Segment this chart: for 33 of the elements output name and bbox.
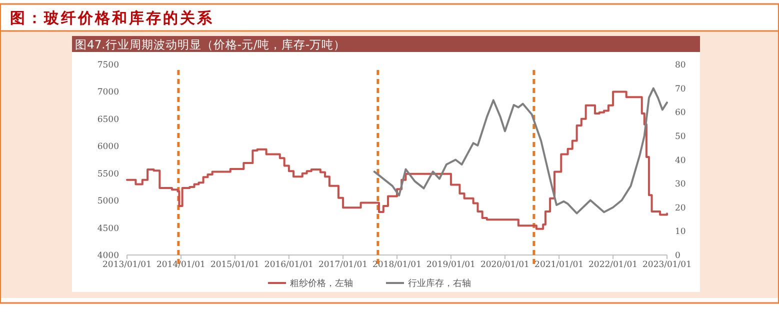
y2-tick-label: 80: [675, 60, 686, 70]
chart-subtitle: 图47.行业周期波动明显（价格-元/吨，库存-万吨）: [75, 38, 346, 52]
legend-label: 行业库存，右轴: [408, 278, 471, 289]
legend-label: 粗纱价格，左轴: [290, 278, 353, 289]
x-tick-label: 2016/01/01: [264, 260, 314, 270]
y2-tick-label: 10: [675, 227, 686, 238]
x-tick-label: 2019/01/01: [426, 260, 476, 270]
x-tick-label: 2015/01/01: [210, 260, 260, 270]
x-tick-label: 2013/01/01: [102, 260, 152, 270]
y-tick-label: 4000: [97, 251, 119, 261]
y-tick-label: 5000: [97, 196, 119, 207]
y-tick-label: 4500: [97, 224, 119, 234]
y-tick-label: 7500: [97, 60, 119, 70]
y2-tick-label: 0: [675, 251, 680, 261]
y-tick-label: 5500: [97, 169, 119, 180]
x-tick-label: 2018/01/01: [372, 260, 422, 270]
x-tick-label: 2023/01/01: [642, 260, 692, 270]
y2-tick-label: 50: [675, 132, 686, 142]
x-tick-label: 2017/01/01: [318, 260, 368, 270]
x-tick-label: 2020/01/01: [480, 260, 530, 270]
y-tick-label: 7000: [97, 88, 119, 98]
x-tick-label: 2022/01/01: [588, 260, 638, 270]
chart-title: 图：玻纤价格和库存的关系: [10, 9, 214, 27]
y2-tick-label: 70: [675, 84, 686, 94]
x-tick-label: 2014/01/01: [156, 260, 206, 270]
y-tick-label: 6000: [97, 142, 119, 152]
y2-tick-label: 20: [675, 203, 686, 214]
x-tick-label: 2021/01/01: [534, 260, 584, 270]
line-series: [373, 87, 668, 214]
y-tick-label: 6500: [97, 114, 119, 125]
y2-tick-label: 40: [675, 156, 686, 166]
y2-tick-label: 30: [675, 180, 686, 190]
y2-tick-label: 60: [675, 108, 686, 118]
